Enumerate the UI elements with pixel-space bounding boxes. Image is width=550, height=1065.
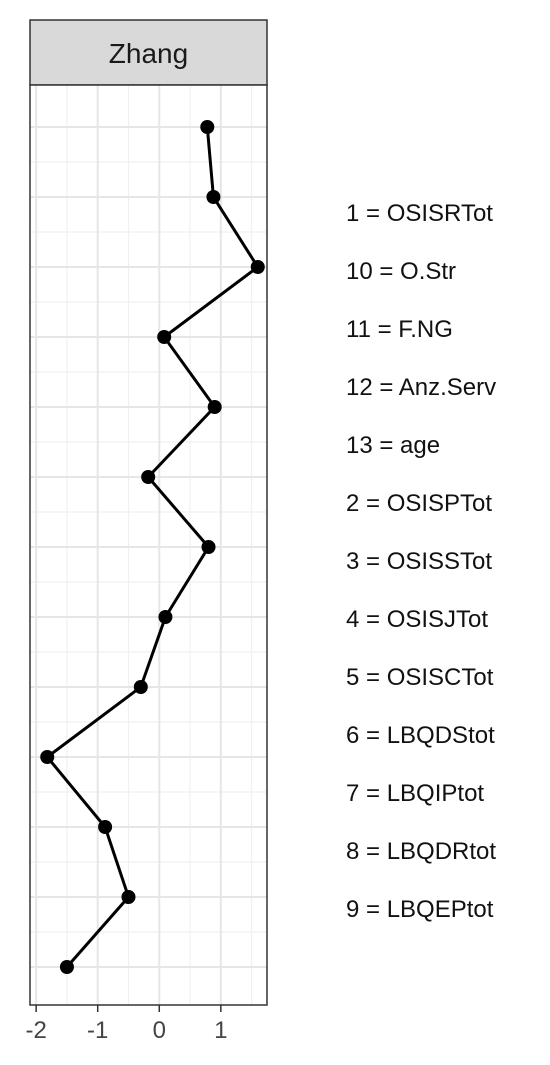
plot-panel <box>29 84 268 1006</box>
data-point <box>121 890 136 904</box>
legend-entry: 7 = LBQIPtot <box>346 780 484 807</box>
data-point <box>157 330 172 344</box>
legend: 1 = OSISRTot 10 = O.Str 11 = F.NG 12 = Anz.… <box>346 200 496 923</box>
data-point <box>158 610 173 624</box>
data-point <box>59 960 74 974</box>
facet-strip: Zhang <box>29 19 268 86</box>
legend-entry: 4 = OSISJTot <box>346 606 488 633</box>
legend-entry: 5 = OSISCTot <box>346 664 494 691</box>
x-tick-label: 1 <box>214 1017 227 1044</box>
data-point <box>250 260 265 274</box>
legend-entry: 9 = LBQEPtot <box>346 896 494 923</box>
x-tick-label: -2 <box>25 1017 46 1044</box>
x-tick-label: -1 <box>87 1017 108 1044</box>
legend-entry: 3 = OSISSTot <box>346 548 492 575</box>
data-point <box>201 540 216 554</box>
legend-entry: 11 = F.NG <box>346 316 453 343</box>
legend-entry: 10 = O.Str <box>346 258 456 285</box>
data-point <box>40 750 55 764</box>
x-tick-label: 0 <box>153 1017 166 1044</box>
legend-entry: 12 = Anz.Serv <box>346 374 496 401</box>
grid-major <box>30 85 267 1005</box>
panel-background <box>30 85 267 1005</box>
legend-entry: 13 = age <box>346 432 440 459</box>
data-point <box>206 190 221 204</box>
series-layer <box>40 120 265 974</box>
legend-entry: 1 = OSISRTot <box>346 200 493 227</box>
facet-title: Zhang <box>109 38 188 69</box>
legend-entry: 8 = LBQDRtot <box>346 838 496 865</box>
x-axis: -2 -1 0 1 <box>25 1005 228 1044</box>
data-point <box>98 820 113 834</box>
data-point <box>141 470 156 484</box>
legend-entry: 6 = LBQDStot <box>346 722 495 749</box>
panel-border <box>29 84 268 1006</box>
facet-strip-background <box>29 19 268 86</box>
data-point <box>207 400 222 414</box>
data-point <box>133 680 148 694</box>
grid-minor <box>30 85 267 1005</box>
data-point <box>200 120 215 134</box>
legend-entry: 2 = OSISPTot <box>346 490 492 517</box>
